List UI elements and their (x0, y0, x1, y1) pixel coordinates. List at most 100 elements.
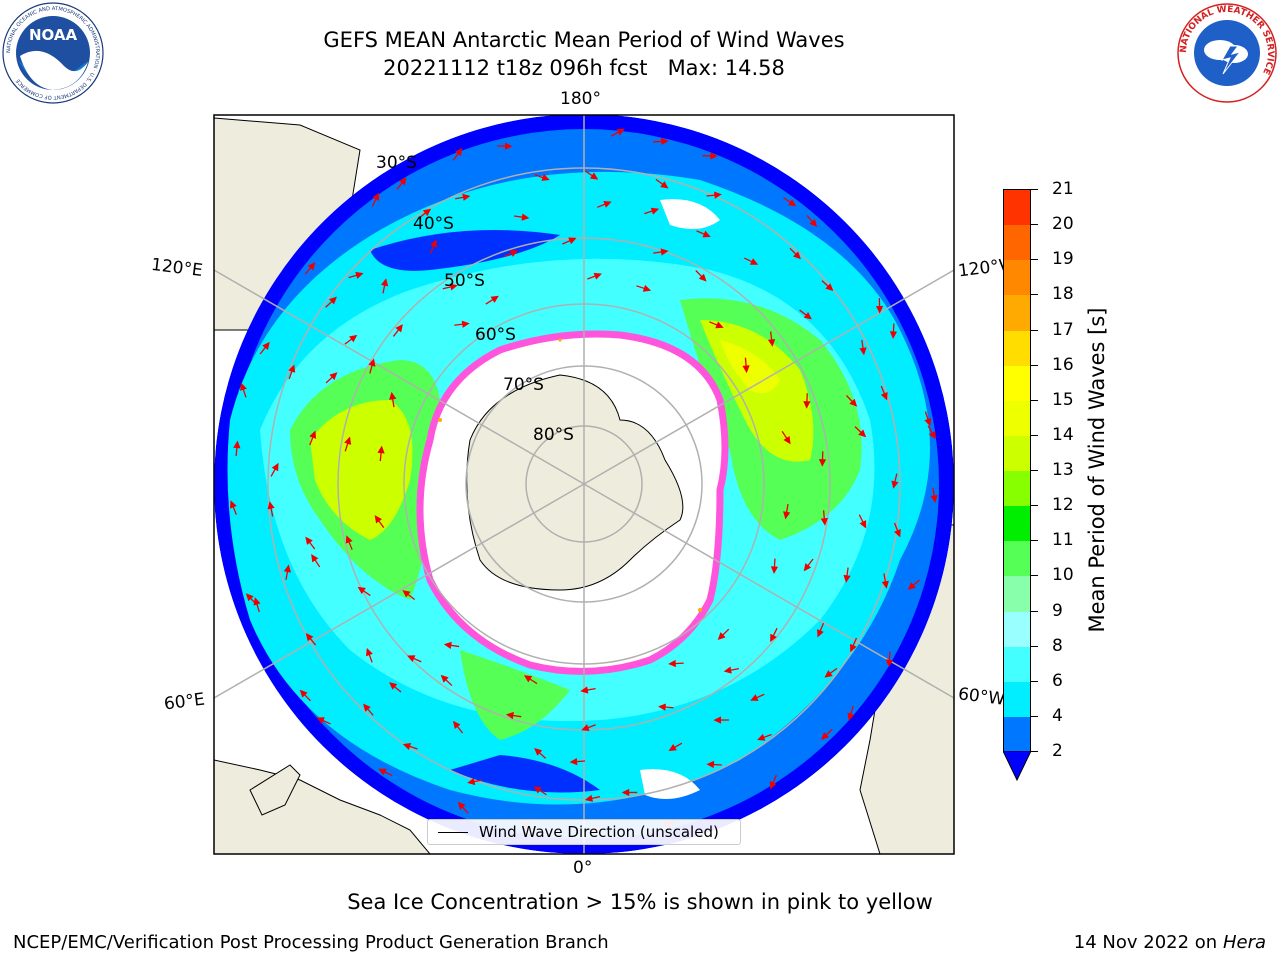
wave-arrow-head (461, 320, 470, 328)
wave-arrow-head (283, 564, 291, 573)
wave-arrow-head (706, 760, 715, 769)
wave-arrow-head (859, 520, 867, 529)
colorbar-segment (1004, 295, 1030, 331)
wave-arrow-head (402, 590, 411, 598)
wave-arrow-head (820, 517, 828, 526)
wave-arrow-head (389, 391, 397, 400)
colorbar-tick (1031, 645, 1038, 647)
colorbar-tick (1031, 294, 1038, 296)
colorbar-segment (1004, 541, 1030, 577)
colorbar-tick (1031, 470, 1038, 471)
wave-arrow-head (402, 743, 412, 750)
colorbar-segment (1004, 225, 1030, 261)
wave-arrow-head (723, 666, 732, 674)
colorbar-extension-arrow (1003, 751, 1031, 781)
wave-arrow-head (803, 401, 811, 409)
wave-arrow-head (569, 757, 578, 766)
wave-arrow-head (767, 338, 776, 347)
wave-arrow-head (345, 535, 353, 544)
wave-arrow-head (907, 582, 916, 590)
wave-arrow-head (770, 566, 779, 575)
wave-arrow-head (440, 674, 449, 683)
wave-arrow-head (505, 711, 514, 720)
wave-arrow-head (894, 529, 901, 538)
wave-arrow-head (271, 462, 279, 472)
wave-arrow-head (803, 563, 812, 572)
wave-arrow-head (372, 192, 380, 201)
wave-arrow-head (363, 703, 371, 712)
wave-arrow-head (233, 440, 241, 449)
colorbar-tick (1031, 505, 1038, 507)
wave-arrow-head (713, 716, 722, 724)
colorbar-segment (1004, 646, 1030, 683)
colorbar-tick-label: 20 (1052, 214, 1074, 235)
wave-arrow-head (889, 331, 898, 339)
lon-label-180: 180° (560, 89, 601, 109)
wave-arrow-head (422, 208, 432, 217)
wave-arrow-head (803, 311, 812, 320)
footer-credit: NCEP/EMC/Verification Post Processing Pr… (13, 932, 609, 953)
wave-arrow-head (880, 391, 888, 401)
colorbar-segment (1004, 365, 1030, 402)
colorbar-segment (1004, 611, 1030, 648)
wave-arrow-head (245, 593, 254, 602)
wave-arrow-head (443, 641, 452, 650)
colorbar-segment (1004, 260, 1030, 296)
sea-ice-note: Sea Ice Concentration > 15% is shown in … (347, 890, 933, 914)
wave-arrow-head (305, 633, 314, 642)
lat-label-60s: 60°S (475, 325, 516, 345)
colorbar-tick (1031, 715, 1038, 717)
wave-arrow-head (702, 230, 711, 238)
wave-arrow-head (793, 251, 801, 260)
wave-arrow-head (616, 128, 625, 136)
wave-arrow-head (710, 152, 718, 160)
wave-arrow-head (715, 321, 724, 329)
wave-arrow-head (307, 262, 316, 271)
colorbar-tick (1031, 259, 1038, 261)
colorbar-segment (1004, 330, 1030, 367)
wave-arrow-head (457, 801, 466, 810)
wave-arrow-head (603, 200, 612, 208)
wave-arrow-head (299, 689, 308, 698)
colorbar-label: Mean Period of Wind Waves [s] (1085, 307, 1109, 633)
wave-arrow-head (849, 643, 857, 653)
wave-arrow-head (698, 273, 707, 282)
wave-arrow-head (452, 720, 461, 730)
wave-arrow-head (568, 237, 577, 245)
colorbar-tick-label: 6 (1052, 670, 1063, 691)
wave-arrow-head (875, 305, 884, 314)
wave-arrow-head (660, 137, 669, 146)
wave-arrow-head (378, 768, 387, 776)
wave-arrow-head (660, 181, 669, 189)
noaa-logo: NOAA NATIONAL OCEANIC AND ATMOSPHERIC AD… (2, 2, 104, 104)
colorbar-tick (1031, 751, 1038, 752)
lon-label-0: 0° (573, 858, 593, 878)
wave-direction-arrows (229, 128, 938, 836)
wave-arrow-head (825, 283, 834, 291)
colorbar-tick (1031, 680, 1038, 682)
wave-arrow-head (859, 347, 867, 356)
wave-arrow-head (650, 207, 660, 215)
colorbar-tick (1031, 189, 1038, 190)
wave-arrow-head (365, 647, 373, 657)
wave-arrow-head (239, 382, 247, 391)
wave-arrow-head (267, 501, 275, 510)
wave-arrow-head (668, 659, 676, 668)
wave-arrow-head (357, 586, 366, 595)
wave-arrow-head (374, 515, 383, 524)
lat-label-40s: 40°S (413, 214, 454, 234)
wave-arrow-head (316, 717, 325, 724)
wave-arrow-head (858, 429, 867, 438)
colorbar-tick (1031, 224, 1038, 226)
wave-arrow-head (847, 712, 855, 721)
wave-arrow-head (229, 500, 237, 509)
legend-line (438, 832, 468, 834)
wave-arrow-head (924, 417, 932, 427)
lat-label-50s: 50°S (444, 271, 485, 291)
footer-date-text: 14 Nov 2022 on (1073, 932, 1218, 953)
colorbar-segment (1004, 400, 1030, 437)
wave-arrow-head (454, 147, 463, 157)
colorbar-tick-label: 21 (1052, 179, 1074, 199)
wave-arrow-head (589, 172, 599, 180)
